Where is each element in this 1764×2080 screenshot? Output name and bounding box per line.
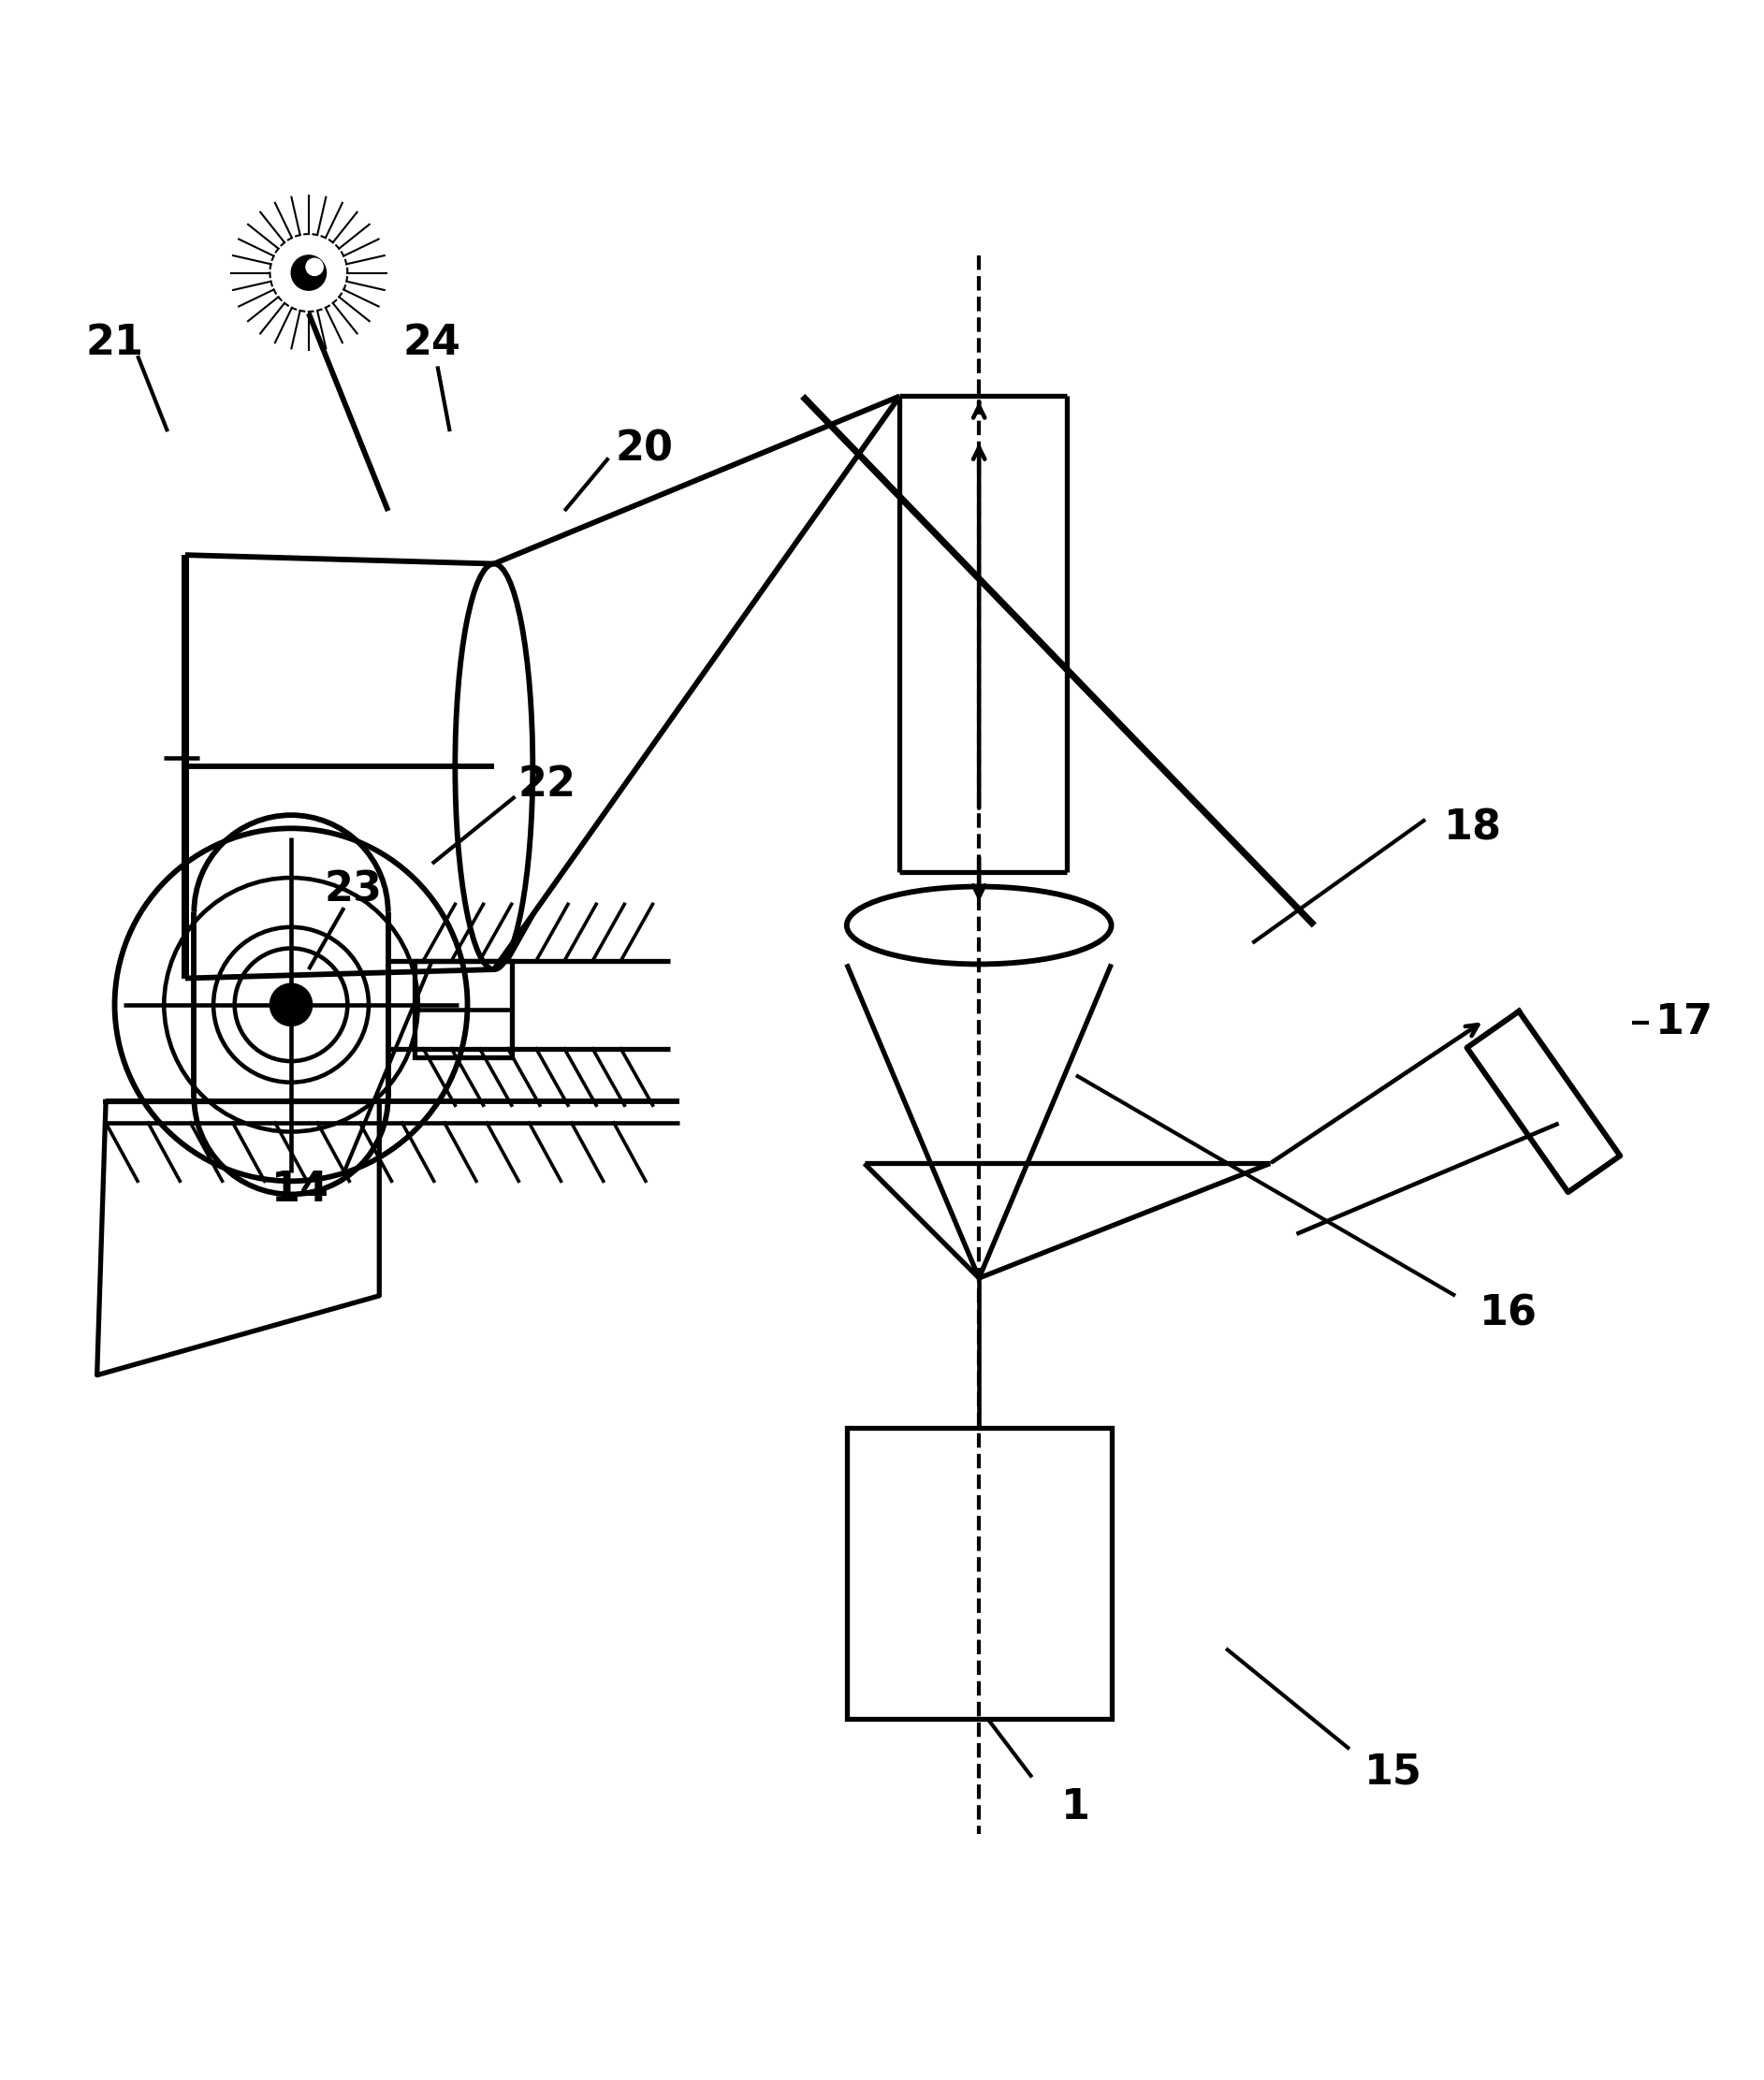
Text: 23: 23 (325, 869, 381, 911)
Text: 16: 16 (1480, 1294, 1536, 1333)
Text: 14: 14 (272, 1169, 328, 1211)
Text: 24: 24 (404, 322, 460, 364)
Text: 20: 20 (616, 428, 672, 470)
Text: 21: 21 (86, 322, 143, 364)
Text: 15: 15 (1365, 1751, 1422, 1793)
Circle shape (270, 984, 312, 1025)
Bar (847, 1429, 1111, 1718)
Text: 17: 17 (1656, 1003, 1713, 1042)
Text: 18: 18 (1445, 809, 1501, 849)
Circle shape (291, 256, 326, 291)
Text: 1: 1 (1062, 1787, 1090, 1828)
Text: 22: 22 (519, 763, 575, 805)
Circle shape (305, 258, 323, 275)
Bar (415, 961, 512, 1057)
